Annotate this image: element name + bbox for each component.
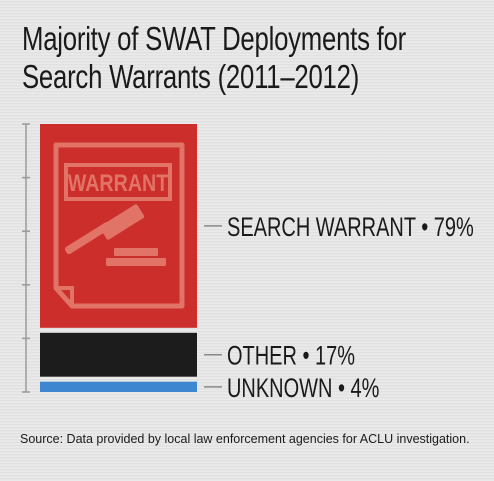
document-fold (56, 286, 74, 306)
document-outline (53, 142, 185, 309)
chart-title-line-2: Search Warrants (2011–2012) (22, 58, 360, 95)
gavel-icon (64, 204, 166, 266)
warrant-label-box (64, 163, 172, 201)
bar-segment-other (40, 332, 197, 377)
bar-labels: SEARCH WARRANT • 79% OTHER • 17%UNKNOWN •… (204, 212, 474, 404)
warrant-gavel-icon: WARRANT (53, 142, 185, 309)
source-note: Source: Data provided by local law enfor… (20, 432, 470, 446)
chart-title-line-1: Majority of SWAT Deployments for (22, 20, 406, 57)
chart-title: Majority of SWAT Deployments for Search … (22, 20, 406, 96)
bar-label: UNKNOWN • 4% (227, 373, 379, 404)
warrant-label-text: WARRANT (68, 169, 169, 196)
axis-bracket (22, 123, 30, 393)
bar-segment-unknown (40, 381, 197, 392)
stacked-bar-chart: WARRANT SEARCH WARRANT • 79% OTHER • 17%U… (22, 123, 474, 404)
bar-label: OTHER • 17% (227, 341, 355, 372)
bar-label: SEARCH WARRANT • 79% (227, 212, 474, 243)
